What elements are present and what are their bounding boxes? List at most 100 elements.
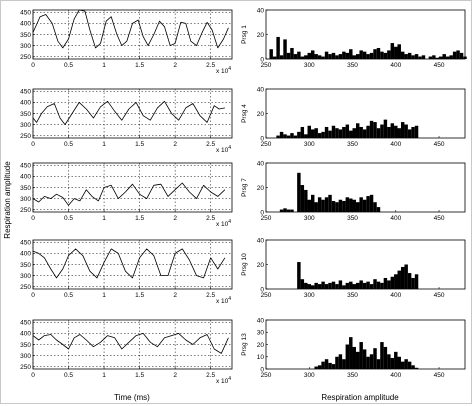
hist-1-bar [359,50,363,59]
hist-3-bar [359,197,363,212]
hist-1-bar [369,52,374,60]
hist-1-bar [335,55,339,59]
time-1-ytick-label: 450 [20,10,31,17]
hist-3-bar [310,194,315,212]
hist-3-bar [317,197,322,212]
hist-1-bar [456,50,460,59]
hist-1-bar [463,56,467,59]
time-2-xtick-label: 2 [173,141,177,148]
hist-3-bar [300,185,305,212]
hist-3-ytick-label: 20 [257,185,265,192]
hist-4-bar [383,277,388,289]
hist-4-bar [387,280,391,289]
time-3-x-exponent-power: 4 [228,219,231,225]
time-5-ytick-label: 450 [20,320,31,327]
time-3-xtick-label: 0.5 [64,215,73,222]
hist-1-bar [362,51,367,59]
hist-5-bar [321,361,325,369]
hist-5-bar [404,359,408,369]
time-2-ytick-label: 250 [20,133,31,140]
hist-3-bar [355,202,360,212]
time-1-xtick-label: 1.5 [135,62,144,69]
hist-5-panel: 250 300 350 400 450 0 10 20 30 40 Prsg 13 [241,317,466,379]
hist-3-bar [335,202,339,212]
hist-5-bar [335,356,339,369]
hist-1-bar [445,56,450,59]
hist-1-ytick-label: 20 [257,32,265,39]
hist-1-bar [366,54,370,59]
hist-2-bar [359,126,363,138]
time-4-xtick-label: 2 [173,292,177,299]
hist-5-ylabel: Prsg 13 [241,333,248,356]
hist-5-bar [338,354,343,369]
hist-3-xtick-label: 450 [434,215,445,222]
hist-4-ylabel: Prsg 10 [241,253,248,276]
hist-1-bar [404,54,408,59]
hist-5-bar [414,367,419,369]
time-1-xtick-label: 2.5 [206,62,215,69]
hist-5-xtick-label: 350 [347,372,358,379]
time-1-xtick-label: 0 [31,62,35,69]
hist-3-bar [352,199,356,212]
hist-3-xtick-label: 250 [261,215,272,222]
time-5-xtick-label: 2 [173,372,177,379]
hist-1-bar [390,43,395,59]
right-xlabel: Respiration amplitude [321,393,399,402]
hist-4-bar [411,277,415,289]
hist-1-bar [272,56,277,59]
time-5-xtick-label: 0 [31,372,35,379]
hist-1-bar [394,46,398,59]
hist-1-bar [317,55,322,59]
hist-1-bar [338,54,343,59]
hist-4-bar [321,281,325,289]
hist-5-ytick-label: 40 [257,317,265,324]
hist-4-bar [335,284,339,289]
hist-3-panel: 250 300 350 400 450 0 20 40 Prsg 7 [241,160,466,222]
hist-4-bar [380,282,384,290]
hist-5-bar [314,366,318,369]
time-4-ytick-label: 300 [20,273,31,280]
hist-2-bar [338,129,343,138]
hist-4-xtick-label: 400 [390,292,401,299]
hist-3-bar [338,199,343,212]
hist-2-xtick-label: 300 [304,141,315,148]
time-2-ytick-label: 400 [20,100,31,107]
hist-1-bar [407,52,412,60]
hist-1-bar [314,54,318,59]
time-2-x-exponent-power: 4 [228,145,231,151]
hist-2-bar [324,126,329,138]
hist-4-bar [394,274,398,289]
hist-3-bar [290,209,294,212]
hist-1-bar [400,51,405,59]
hist-1-bar [373,49,377,59]
hist-4-bar [397,270,401,290]
hist-1-bar [376,47,381,59]
hist-2-bar [362,129,367,138]
time-5-xtick-label: 2.5 [206,372,215,379]
hist-2-bar [314,128,318,138]
hist-1-bar [449,55,453,59]
hist-3-xtick-label: 350 [347,215,358,222]
hist-2-bar [366,125,370,138]
hist-1-bar [290,47,294,59]
hist-5-bar [345,344,350,369]
hist-2-bar [373,122,377,138]
hist-1-bar [380,51,384,59]
time-2-xtick-label: 2.5 [206,141,215,148]
hist-1-xtick-label: 350 [347,62,358,69]
hist-5-bar [369,354,374,369]
time-5-xtick-label: 1 [102,372,106,379]
time-5-panel: 0 0.5 1 1.5 2 2.5 250 300 350 400 450 x 104 [20,320,233,385]
time-2-x-exponent: x 104 [216,145,231,154]
time-5-xtick-label: 0.5 [64,372,73,379]
hist-3-ylabel: Prsg 7 [241,178,248,197]
hist-5-bar [387,354,391,369]
time-4-ytick-label: 350 [20,262,31,269]
hist-2-bar [355,123,360,138]
hist-3-bar [279,209,284,212]
time-4-x-exponent-base: x 10 [216,298,229,305]
hist-3-bar [373,202,377,212]
hist-2-bar [404,124,408,138]
hist-4-bar [362,282,367,290]
hist-2-bar [407,129,412,138]
